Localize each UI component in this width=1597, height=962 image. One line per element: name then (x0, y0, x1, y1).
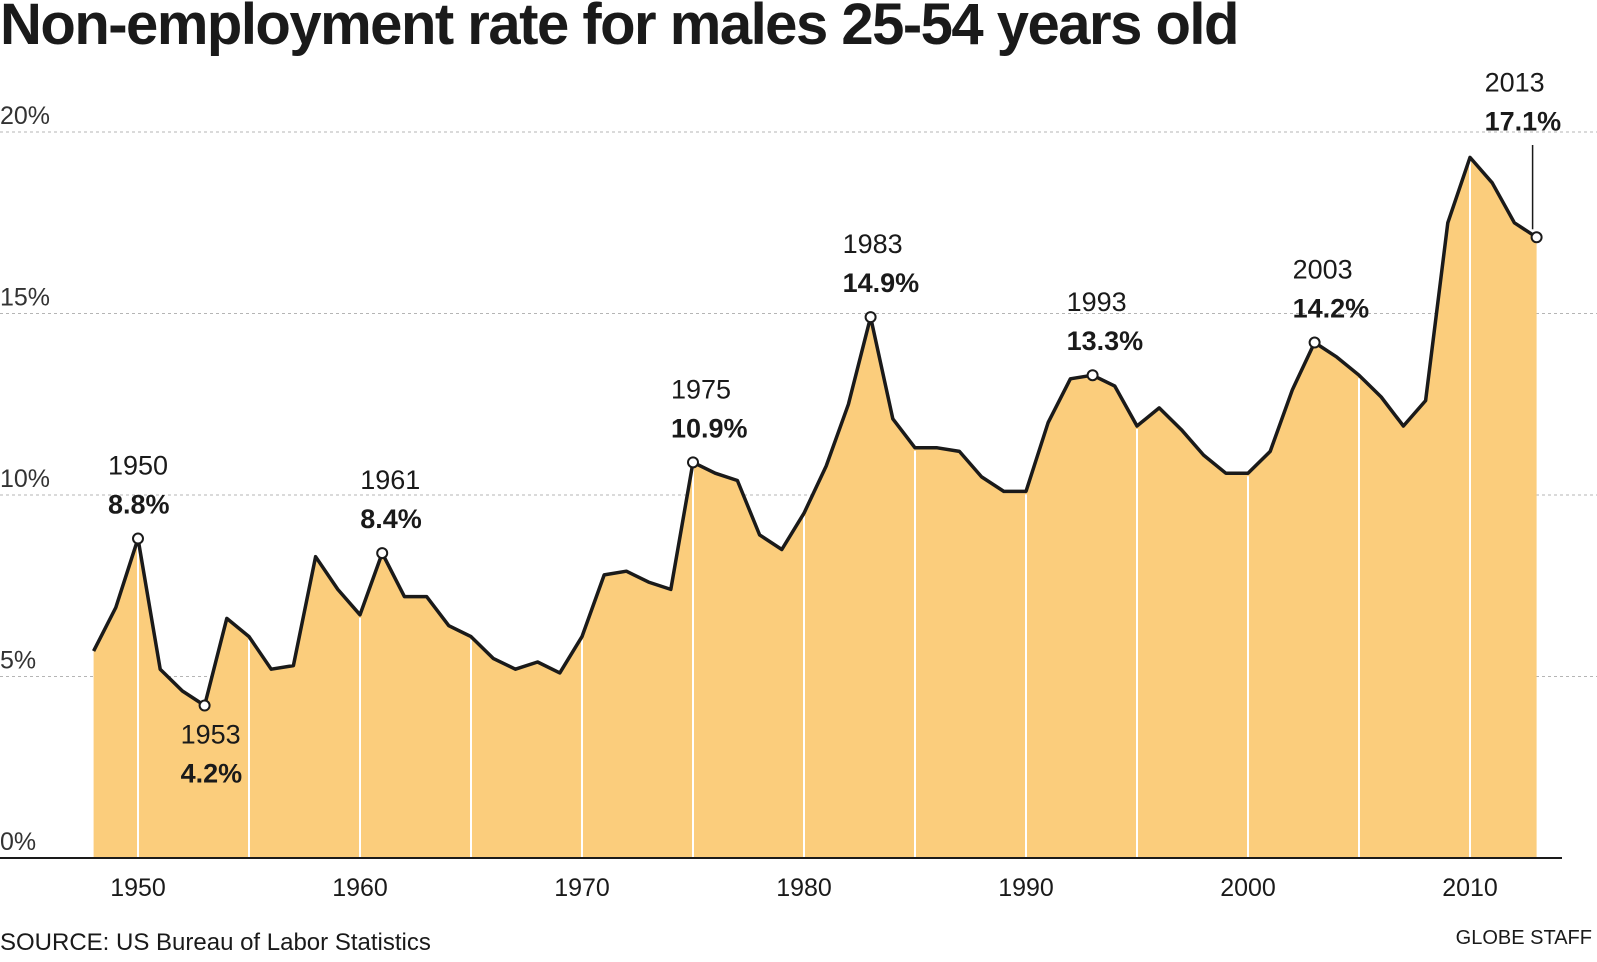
point-marker (1086, 369, 1099, 382)
point-marker (198, 699, 211, 712)
x-tick-label: 2000 (1220, 874, 1276, 902)
point-marker (376, 547, 389, 560)
annotation-value: 8.4% (360, 504, 422, 534)
annotations: 1950 8.8% 1953 4.2% 1961 8.4% 1975 10.9% 1983 14.… (108, 67, 1561, 788)
year-guides (92, 155, 1538, 858)
annotation-value: 17.1% (1485, 106, 1562, 136)
x-tick-label: 1950 (110, 874, 166, 902)
y-tick-label: 0% (0, 828, 36, 856)
x-tick-label: 2010 (1442, 874, 1498, 902)
y-tick-label: 15% (0, 284, 50, 312)
annotation-value: 4.2% (181, 759, 243, 789)
annotation-year: 1993 (1067, 287, 1127, 317)
point-marker (864, 311, 877, 324)
y-tick-label: 10% (0, 465, 50, 493)
y-tick-label: 5% (0, 647, 36, 675)
x-tick-label: 1960 (332, 874, 388, 902)
source-note: SOURCE: US Bureau of Labor Statistics (0, 929, 431, 956)
y-tick-label: 20% (0, 102, 50, 130)
annotation-value: 8.8% (108, 490, 170, 520)
annotation-year: 2003 (1293, 255, 1353, 285)
x-tick-label: 1970 (554, 874, 610, 902)
annotation-year: 2013 (1485, 67, 1545, 97)
point-marker (132, 532, 144, 545)
area-series (93, 157, 1537, 858)
chart-title: Non-employment rate for males 25-54 year… (0, 0, 1238, 57)
point-marker (1530, 231, 1543, 244)
axes: 1950 1960 1970 1980 1990 2000 2010 (0, 857, 1562, 902)
credit-note: GLOBE STAFF (1456, 927, 1592, 949)
point-marker (687, 456, 699, 469)
annotation-year: 1975 (671, 374, 731, 404)
area-fill (93, 157, 1537, 858)
annotation-year: 1950 (108, 451, 168, 481)
x-tick-label: 1980 (776, 874, 832, 902)
annotation-year: 1961 (360, 465, 420, 495)
annotation-value: 13.3% (1067, 326, 1144, 356)
annotation-value: 10.9% (671, 413, 748, 443)
x-tick-label: 1990 (998, 874, 1054, 902)
annotation-value: 14.9% (843, 268, 920, 298)
annotation-year: 1953 (181, 720, 241, 750)
annotation-value: 14.2% (1293, 294, 1370, 324)
point-marker (1308, 336, 1321, 349)
series-line (92, 155, 1538, 708)
annotation-year: 1983 (843, 229, 903, 259)
